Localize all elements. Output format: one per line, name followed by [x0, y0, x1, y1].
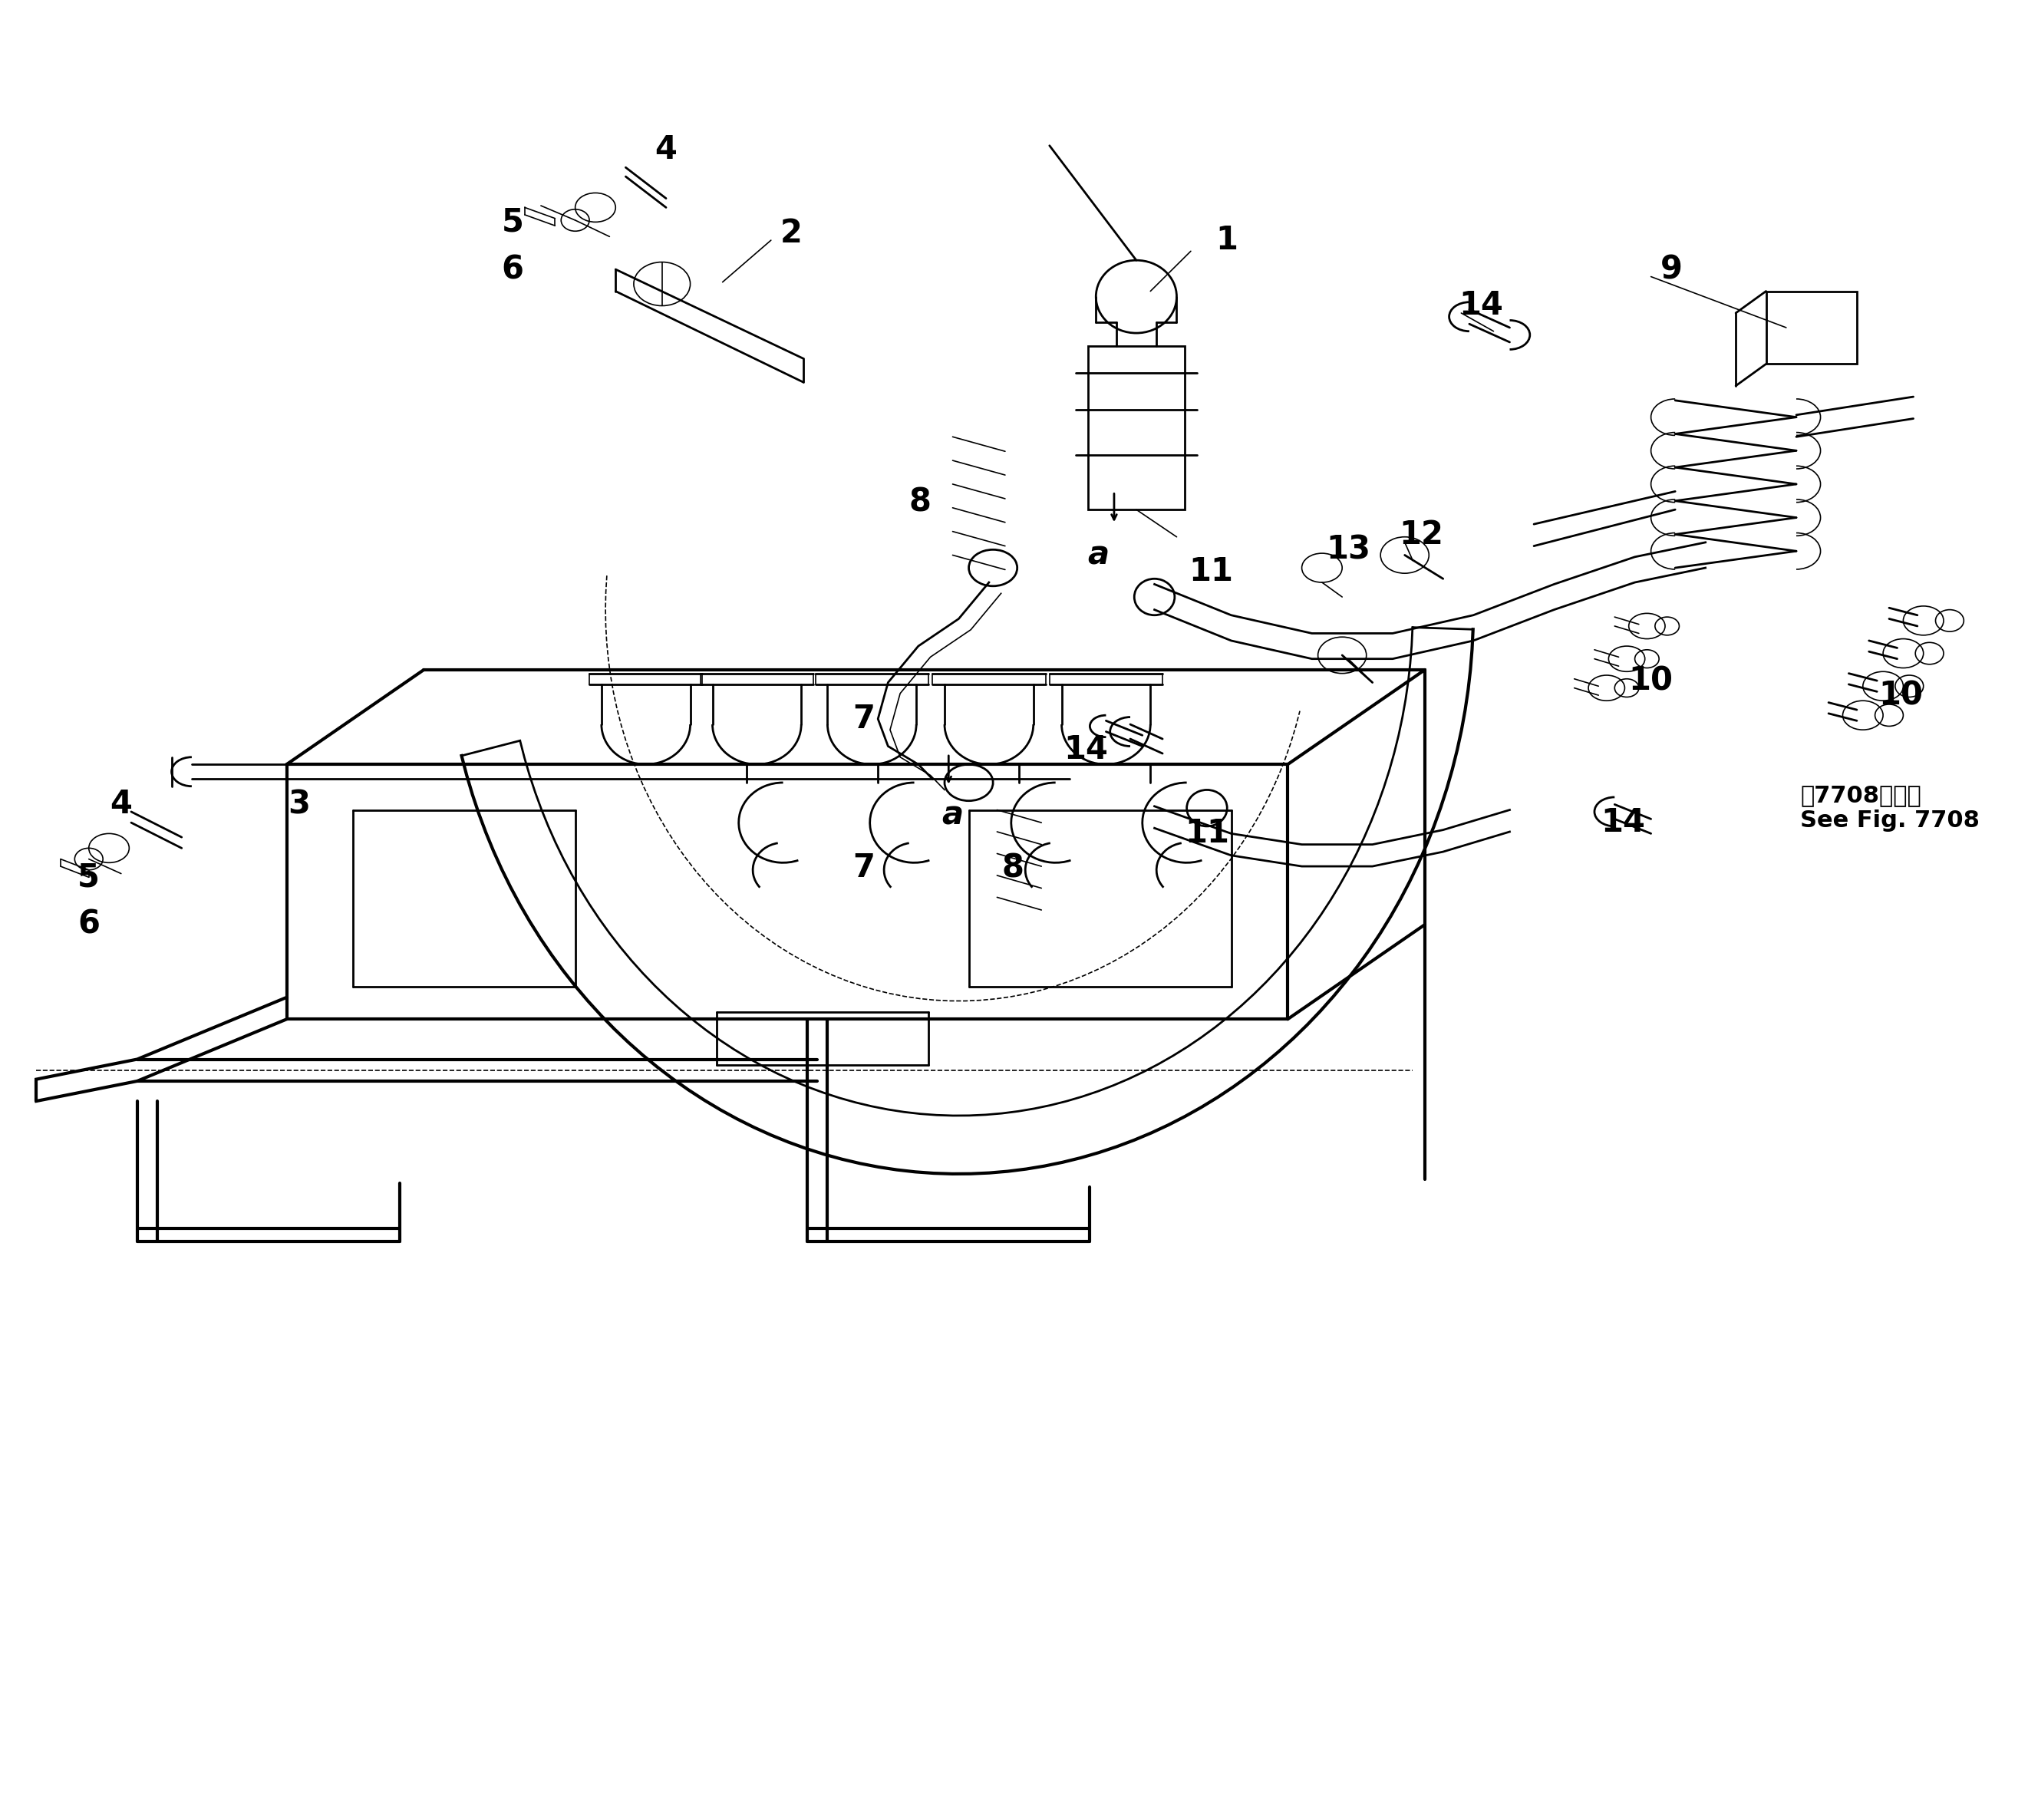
Text: 5: 5 — [77, 861, 99, 894]
Text: a: a — [941, 799, 963, 832]
Text: 8: 8 — [1002, 852, 1024, 885]
Text: 4: 4 — [655, 133, 677, 166]
Polygon shape — [1087, 346, 1184, 510]
Text: 11: 11 — [1184, 817, 1229, 850]
Text: 3: 3 — [288, 788, 310, 821]
Text: 6: 6 — [77, 908, 99, 941]
Text: 5: 5 — [501, 206, 523, 238]
Text: 第7708図参照
See Fig. 7708: 第7708図参照 See Fig. 7708 — [1801, 784, 1979, 832]
Text: 14: 14 — [1063, 733, 1107, 766]
Text: 2: 2 — [781, 217, 803, 249]
Text: 13: 13 — [1326, 533, 1371, 566]
Text: 10: 10 — [1628, 664, 1673, 697]
Text: 6: 6 — [501, 253, 523, 286]
Polygon shape — [1766, 291, 1858, 364]
Text: a: a — [1087, 539, 1109, 571]
Text: 7: 7 — [852, 703, 874, 735]
Text: 8: 8 — [909, 486, 931, 519]
Text: 1: 1 — [1217, 224, 1239, 257]
Text: 7: 7 — [852, 852, 874, 885]
Text: 14: 14 — [1460, 289, 1503, 322]
Text: 12: 12 — [1399, 519, 1444, 551]
Text: 11: 11 — [1188, 555, 1233, 588]
Text: 10: 10 — [1880, 679, 1923, 712]
Text: 14: 14 — [1600, 806, 1645, 839]
Text: 4: 4 — [110, 788, 132, 821]
Text: 9: 9 — [1661, 253, 1681, 286]
